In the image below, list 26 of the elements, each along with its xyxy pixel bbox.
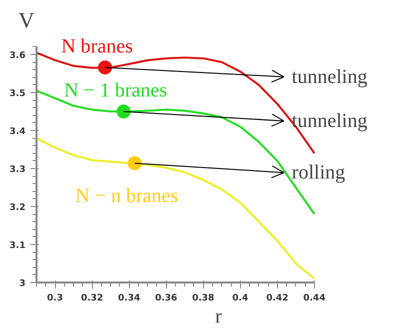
x-tick-label: 0.34 [118,294,140,304]
annotation: rolling [292,162,346,184]
y-tick-label: 3.4 [10,127,26,138]
x-axis-title: r [215,306,222,328]
series-label: N branes [61,35,134,58]
point [98,60,112,74]
point [116,104,131,119]
annotation: tunneling [292,66,368,88]
x-tick-label: 0.38 [192,294,214,304]
x-tick-label: 0.32 [80,294,104,304]
x-tick-label: 0.42 [266,294,288,304]
point [128,156,142,170]
x-tick-label: 0.36 [155,294,178,304]
y-axis-title: V [18,8,34,32]
y-tick-label: 3.2 [10,203,26,214]
series-label: N − n branes [75,185,178,208]
y-tick-label: 3.3 [10,165,26,176]
x-tick-label: 0.3 [47,294,64,304]
x-tick-label: 0.44 [303,294,326,304]
annotation: tunneling [292,110,368,132]
y-tick-label: 3.5 [10,89,26,100]
y-tick-label: 3 [19,279,26,289]
x-tick-label: 0.4 [232,294,248,304]
series-label: N − 1 branes [64,80,168,102]
y-tick-label: 3.6 [10,51,26,62]
y-tick-label: 3.1 [10,241,26,252]
